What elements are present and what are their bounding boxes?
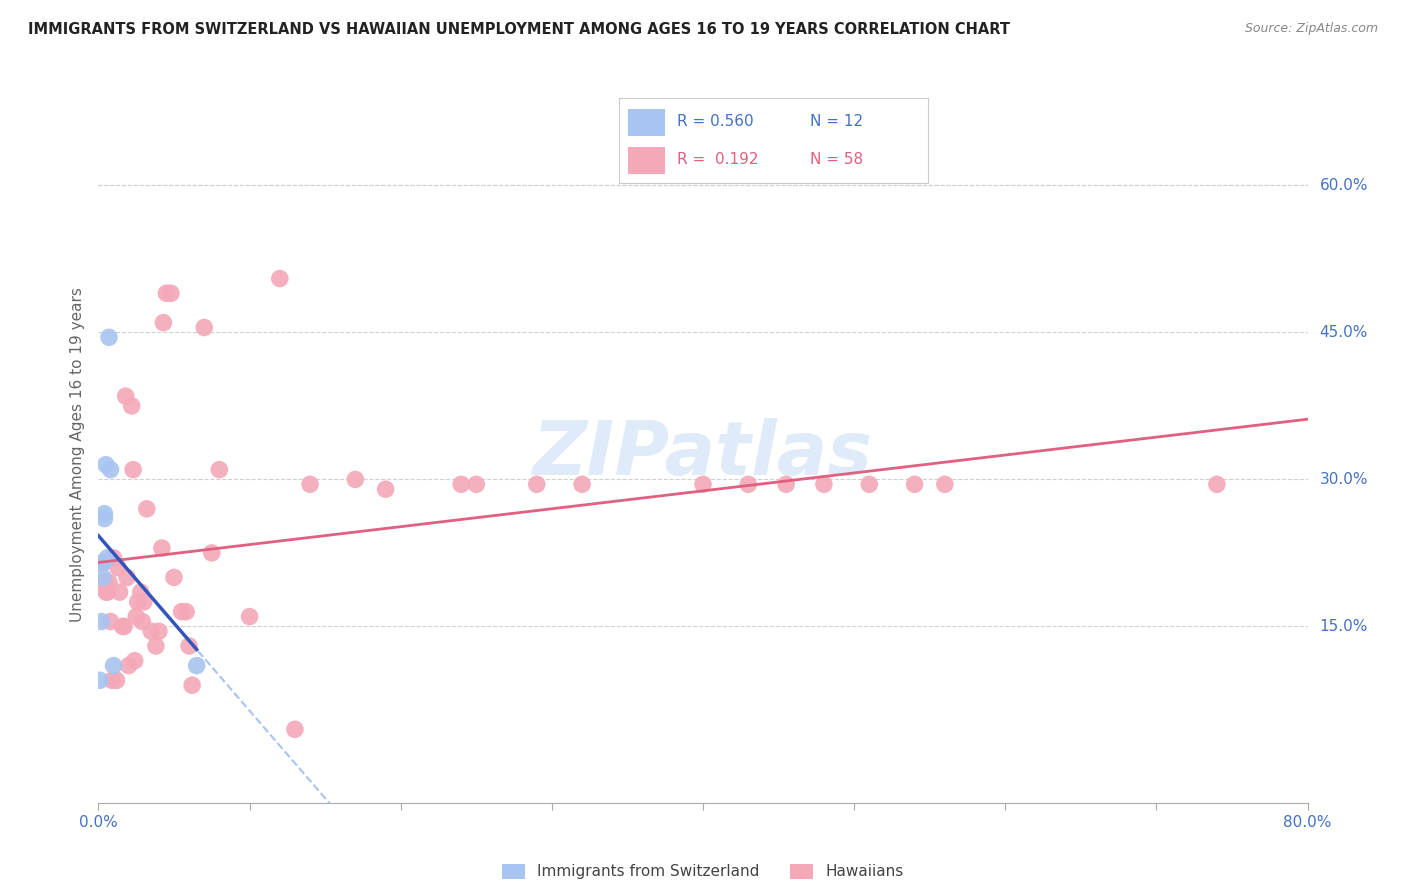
Point xyxy=(163,570,186,584)
Point xyxy=(193,320,215,334)
Point xyxy=(91,570,114,584)
Point xyxy=(93,511,115,525)
Point xyxy=(100,615,122,629)
Point xyxy=(135,501,157,516)
Point xyxy=(94,458,117,472)
Point xyxy=(121,399,143,413)
Point xyxy=(115,570,138,584)
Point xyxy=(124,654,146,668)
Text: N = 58: N = 58 xyxy=(810,153,863,168)
Point xyxy=(127,595,149,609)
Point xyxy=(101,673,124,688)
Point xyxy=(89,673,111,688)
Point xyxy=(737,477,759,491)
Point xyxy=(125,609,148,624)
Text: ZIPatlas: ZIPatlas xyxy=(533,418,873,491)
Point xyxy=(96,550,118,565)
Point xyxy=(155,286,177,301)
Point xyxy=(118,658,141,673)
Point xyxy=(450,477,472,491)
Point xyxy=(152,316,174,330)
Point xyxy=(374,482,396,496)
Point xyxy=(201,546,224,560)
Point xyxy=(131,615,153,629)
Point xyxy=(299,477,322,491)
Legend: Immigrants from Switzerland, Hawaiians: Immigrants from Switzerland, Hawaiians xyxy=(496,857,910,886)
Point xyxy=(1206,477,1229,491)
Text: 60.0%: 60.0% xyxy=(1320,178,1368,193)
Point xyxy=(96,585,118,599)
Text: R =  0.192: R = 0.192 xyxy=(678,153,759,168)
Point xyxy=(108,585,131,599)
Point xyxy=(934,477,956,491)
Point xyxy=(170,605,193,619)
Point xyxy=(160,286,183,301)
Point xyxy=(112,619,135,633)
Text: 15.0%: 15.0% xyxy=(1320,619,1368,634)
Text: R = 0.560: R = 0.560 xyxy=(678,114,754,129)
Point xyxy=(105,673,128,688)
Point xyxy=(98,330,121,344)
Point xyxy=(103,550,125,565)
Point xyxy=(284,723,307,737)
Point xyxy=(465,477,488,491)
Text: 30.0%: 30.0% xyxy=(1320,472,1368,487)
Point xyxy=(107,560,129,574)
Point xyxy=(813,477,835,491)
Bar xyxy=(628,147,665,175)
Point xyxy=(148,624,170,639)
Point xyxy=(100,462,122,476)
Point xyxy=(526,477,548,491)
Bar xyxy=(628,109,665,136)
Point xyxy=(174,605,197,619)
Point xyxy=(186,658,208,673)
Point xyxy=(269,271,291,285)
Point xyxy=(111,619,134,633)
Point xyxy=(858,477,880,491)
Point xyxy=(129,585,152,599)
Point xyxy=(344,472,367,486)
Point xyxy=(571,477,593,491)
Point xyxy=(692,477,714,491)
Point xyxy=(94,585,117,599)
Point xyxy=(91,556,114,570)
Text: N = 12: N = 12 xyxy=(810,114,863,129)
Point xyxy=(239,609,262,624)
Point xyxy=(150,541,173,555)
Point xyxy=(103,658,125,673)
Text: Source: ZipAtlas.com: Source: ZipAtlas.com xyxy=(1244,22,1378,36)
Point xyxy=(90,615,112,629)
Point xyxy=(93,575,115,590)
Point xyxy=(98,575,121,590)
Point xyxy=(93,507,115,521)
Point xyxy=(141,624,163,639)
Point xyxy=(122,462,145,476)
Point xyxy=(91,556,114,570)
Point xyxy=(775,477,797,491)
Point xyxy=(181,678,204,692)
Point xyxy=(208,462,231,476)
Point xyxy=(114,389,136,403)
Text: 45.0%: 45.0% xyxy=(1320,325,1368,340)
Point xyxy=(904,477,927,491)
Point xyxy=(132,595,155,609)
Point xyxy=(177,639,201,653)
Text: IMMIGRANTS FROM SWITZERLAND VS HAWAIIAN UNEMPLOYMENT AMONG AGES 16 TO 19 YEARS C: IMMIGRANTS FROM SWITZERLAND VS HAWAIIAN … xyxy=(28,22,1010,37)
Y-axis label: Unemployment Among Ages 16 to 19 years: Unemployment Among Ages 16 to 19 years xyxy=(69,287,84,623)
Point xyxy=(145,639,167,653)
